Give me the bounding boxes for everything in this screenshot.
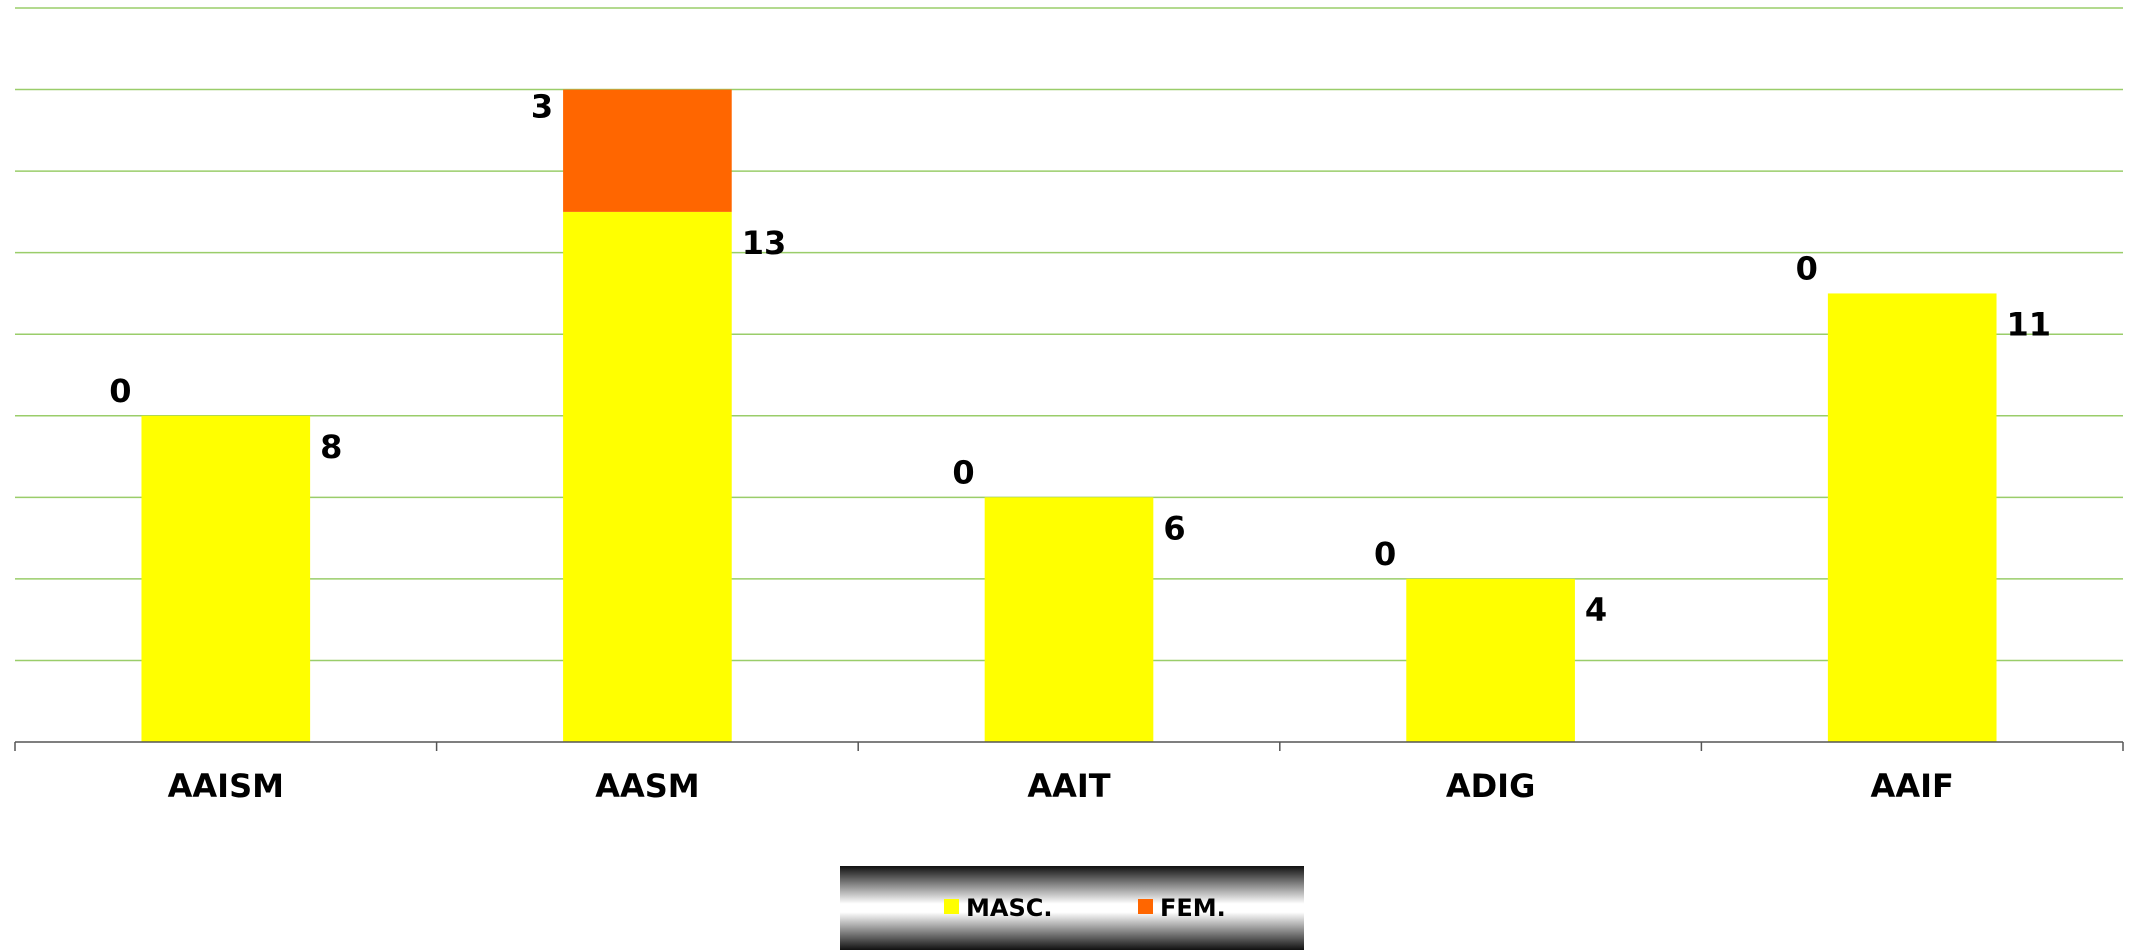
bar-aasm-fem <box>563 89 732 212</box>
data-label-fem: 0 <box>952 453 974 491</box>
bar-aait-masc <box>984 497 1154 742</box>
data-label-fem: 0 <box>1374 535 1396 573</box>
legend: MASC. FEM. <box>840 866 1304 950</box>
data-label-fem: 0 <box>1796 249 1818 287</box>
data-label-fem: 0 <box>109 372 131 410</box>
x-tick-label: AAIT <box>1027 767 1110 805</box>
data-label-masc: 8 <box>320 428 342 466</box>
legend-swatch-masc <box>944 899 959 914</box>
x-tick-label: AAIF <box>1871 767 1954 805</box>
x-axis: AAISM AASM AAIT ADIG AAIF <box>14 741 2124 805</box>
bars <box>141 89 1997 742</box>
bar-adig-masc <box>1406 578 1575 742</box>
data-labels: 8 0 13 3 6 0 4 0 11 0 <box>109 88 2051 629</box>
legend-box <box>840 866 1304 950</box>
x-tick-label: AASM <box>595 767 699 805</box>
legend-label-fem: FEM. <box>1160 894 1226 922</box>
x-tick-label: AAISM <box>168 767 284 805</box>
data-label-fem: 3 <box>531 88 553 126</box>
bar-aasm-masc <box>563 211 732 742</box>
legend-label-masc: MASC. <box>966 894 1052 922</box>
gridlines <box>15 7 2123 662</box>
data-label-masc: 13 <box>742 224 787 262</box>
data-label-masc: 11 <box>2007 305 2052 343</box>
legend-swatch-fem <box>1138 899 1153 914</box>
bar-aaif-masc <box>1827 293 1997 742</box>
bar-aaism-masc <box>141 415 311 742</box>
x-tick-label: ADIG <box>1446 767 1536 805</box>
data-label-masc: 6 <box>1163 509 1185 547</box>
data-label-masc: 4 <box>1585 591 1607 629</box>
